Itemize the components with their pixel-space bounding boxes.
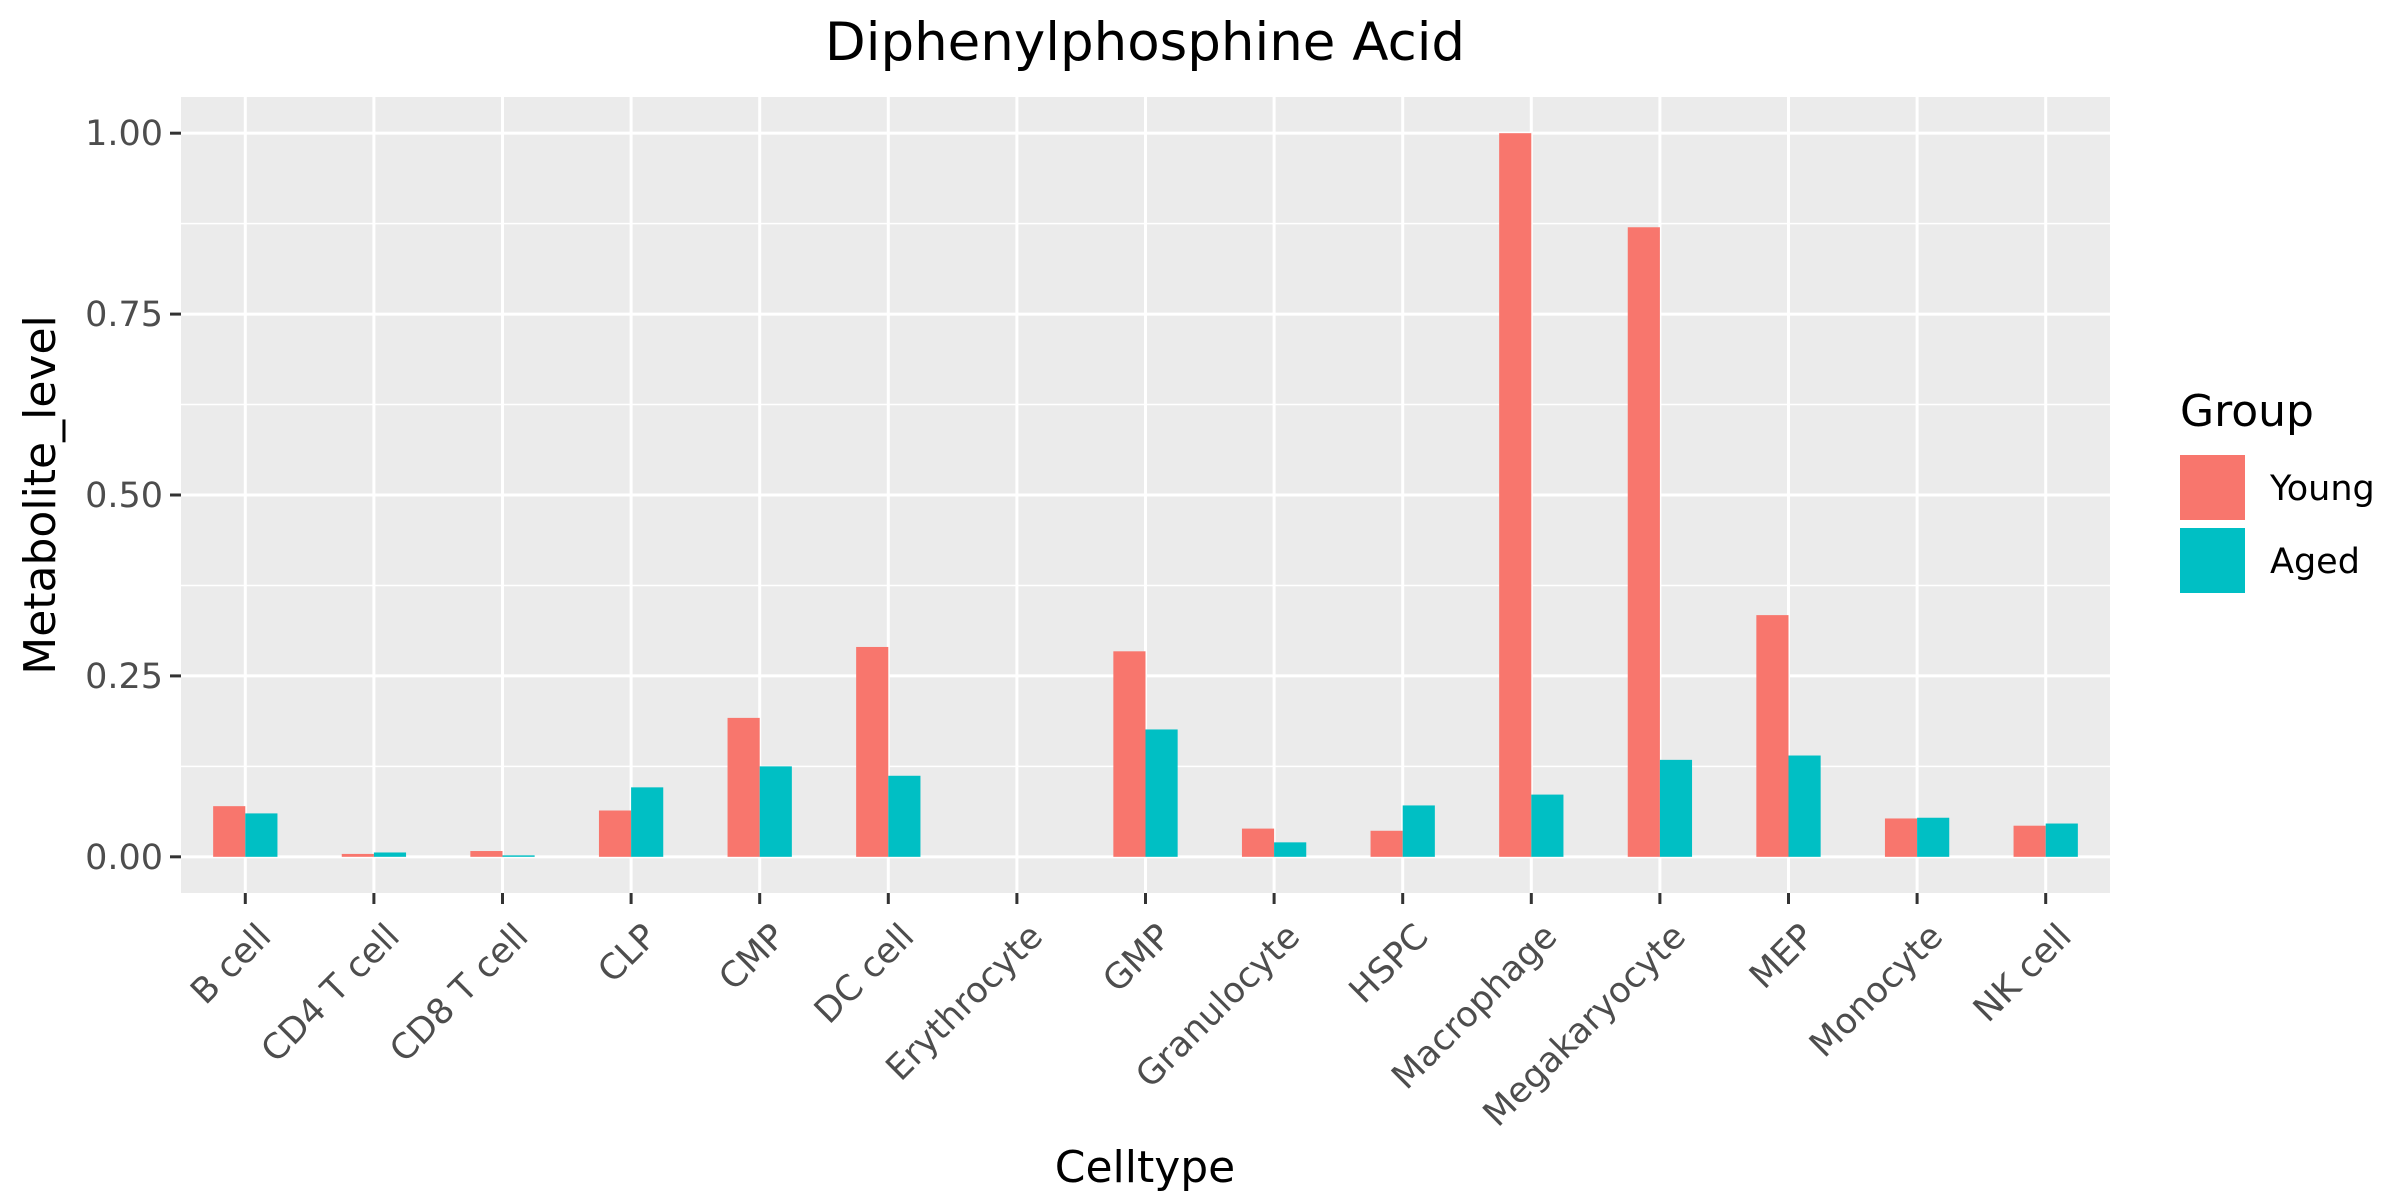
bar-aged	[1402, 805, 1435, 857]
bar-aged	[245, 813, 278, 857]
y-tick-label: 0.50	[85, 476, 163, 516]
bar-aged	[759, 766, 792, 857]
bar-aged	[1274, 842, 1307, 857]
legend-items: Young Aged	[2180, 455, 2375, 593]
y-tick-label: 0.25	[85, 657, 163, 697]
bar-aged	[888, 775, 921, 857]
y-tick-label: 0.00	[85, 838, 163, 878]
y-axis: 0.00 0.25 0.50 0.75 1.00	[85, 114, 181, 878]
bar-young	[1884, 818, 1918, 857]
bar-aged	[1788, 755, 1821, 857]
chart-title: Diphenylphosphine Acid	[825, 12, 1465, 73]
x-tick-label: CMP	[712, 917, 794, 999]
bar-young	[1499, 133, 1532, 857]
bar-young	[598, 810, 632, 857]
bar-aged	[1659, 759, 1693, 857]
x-tick-label: CD8 T cell	[383, 917, 537, 1071]
x-tick-label: CD4 T cell	[254, 917, 408, 1071]
y-tick-label: 0.75	[85, 295, 163, 335]
bar-young	[1113, 651, 1146, 857]
bar-young	[1756, 615, 1789, 857]
bar-young	[2013, 825, 2046, 857]
legend-label-aged: Aged	[2270, 542, 2360, 582]
bar-young	[727, 717, 760, 857]
legend-title: Group	[2180, 386, 2314, 437]
legend: Group Young Aged	[2180, 386, 2375, 593]
y-tick-label: 1.00	[85, 114, 163, 154]
legend-key-aged	[2180, 528, 2245, 593]
bar-young	[1370, 830, 1403, 857]
bar-young	[213, 806, 246, 857]
bar-young	[856, 646, 889, 857]
legend-label-young: Young	[2269, 469, 2375, 509]
x-tick-label: NK cell	[1966, 917, 2079, 1030]
bar-aged	[631, 787, 664, 857]
x-tick-label: CLP	[591, 917, 665, 991]
x-axis-title: Celltype	[1055, 1142, 1236, 1193]
y-axis-title: Metabolite_level	[15, 315, 66, 675]
x-tick-label: DC cell	[807, 917, 922, 1032]
bar-young	[1627, 227, 1660, 857]
bars	[213, 133, 2078, 857]
bar-aged	[1917, 817, 1950, 857]
x-tick-label: Monocyte	[1802, 917, 1951, 1066]
x-tick-label: GMP	[1096, 917, 1180, 1001]
x-tick-label: MEP	[1742, 917, 1822, 997]
bar-aged	[502, 855, 535, 857]
bar-young	[470, 851, 503, 857]
x-tick-label: HSPC	[1342, 917, 1437, 1012]
bar-aged	[2045, 823, 2078, 857]
bar-aged	[1531, 794, 1564, 857]
bar-aged	[373, 852, 407, 857]
bar-young	[1241, 828, 1275, 857]
legend-key-young	[2180, 455, 2245, 520]
bar-young	[341, 853, 374, 857]
x-tick-label: B cell	[183, 917, 279, 1013]
bar-aged	[1145, 729, 1178, 857]
